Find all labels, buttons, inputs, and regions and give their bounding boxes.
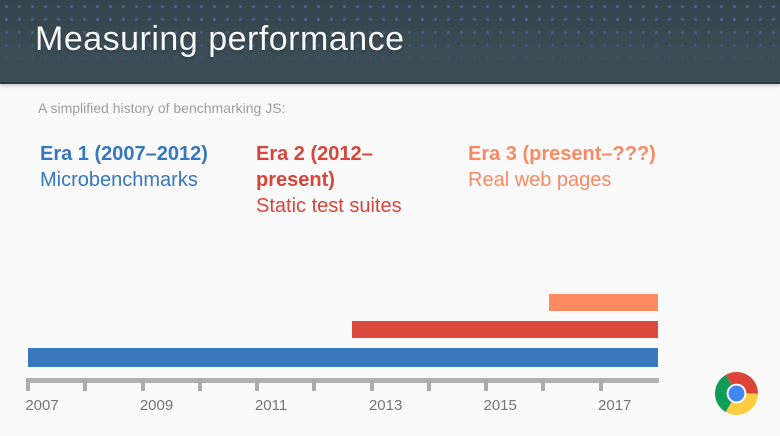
timeline-axis-line: [27, 378, 659, 383]
axis-tick: [312, 378, 317, 391]
axis-year-label: 2015: [483, 397, 517, 414]
axis-tick: [484, 378, 489, 391]
axis-tick: [369, 378, 374, 391]
axis-year-label: 2007: [25, 397, 59, 414]
timeline-bar-era-2: [351, 321, 658, 338]
axis-tick: [255, 378, 260, 391]
axis-year-label: 2013: [368, 397, 403, 414]
era-2-title: Era 2 (2012–present): [256, 143, 373, 191]
axis-tick: [26, 378, 30, 391]
timeline-bar-era-1: [28, 348, 658, 367]
timeline-chart: 2007 2009 2011 2013 2015 2017: [25, 294, 659, 420]
axis-year-label: 2009: [139, 397, 174, 414]
subtitle: A simplified history of benchmarking JS:: [38, 100, 286, 116]
era-3-title: Era 3 (present–???): [468, 143, 656, 165]
era-3-description: Real web pages: [468, 169, 612, 191]
slide-title: Measuring performance: [35, 20, 405, 58]
era-2-description: Static test suites: [256, 195, 402, 217]
axis-year-label: 2017: [598, 397, 632, 414]
axis-tick: [83, 378, 88, 391]
axis-tick: [197, 378, 202, 391]
era-2-label: Era 2 (2012–present) Static test suites: [256, 141, 448, 219]
axis-tick: [541, 378, 546, 391]
era-3-label: Era 3 (present–???) Real web pages: [468, 141, 700, 193]
axis-year-label: 2011: [254, 397, 288, 414]
axis-tick: [426, 378, 431, 391]
chrome-logo-icon: [715, 372, 758, 415]
axis-tick: [598, 378, 603, 391]
era-1-title: Era 1 (2007–2012): [40, 143, 208, 165]
era-1-label: Era 1 (2007–2012) Microbenchmarks: [40, 141, 252, 193]
slide-header: Measuring performance: [0, 0, 780, 84]
axis-tick: [140, 378, 145, 391]
era-1-description: Microbenchmarks: [40, 169, 198, 191]
timeline-bar-era-3: [549, 294, 658, 311]
